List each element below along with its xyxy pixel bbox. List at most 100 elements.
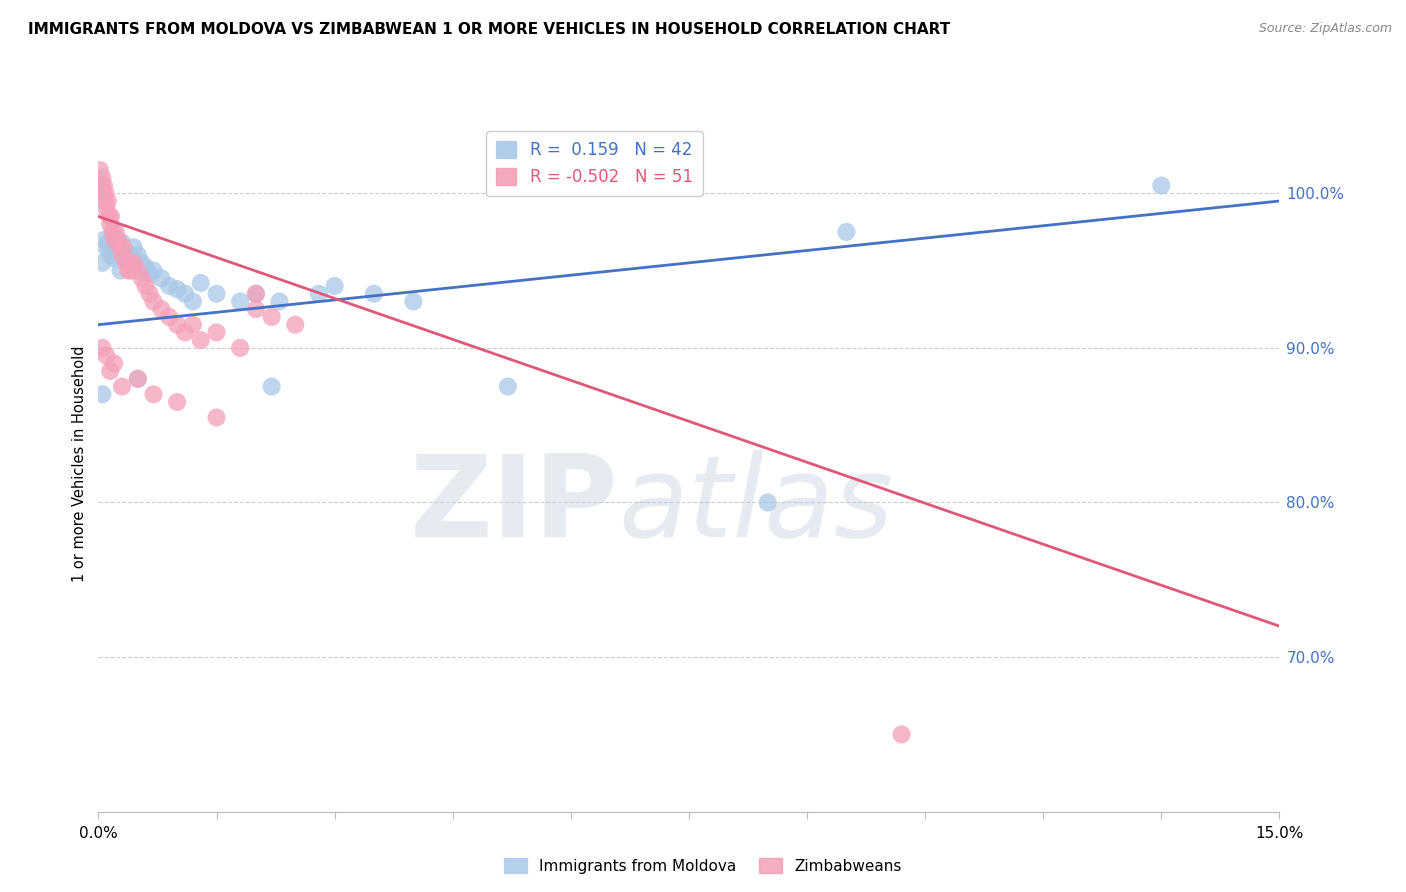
Point: [115, 245, 138, 260]
Point: [142, 387, 165, 401]
Point: [96, 202, 118, 216]
Point: [1150, 178, 1173, 193]
Point: [174, 286, 197, 301]
Point: [135, 260, 157, 275]
Point: [135, 279, 157, 293]
Point: [308, 286, 330, 301]
Point: [98, 217, 121, 231]
Point: [245, 286, 267, 301]
Point: [110, 263, 132, 277]
Point: [496, 379, 519, 393]
Point: [260, 379, 283, 393]
Point: [112, 240, 135, 254]
Point: [118, 256, 141, 270]
Text: atlas: atlas: [619, 450, 893, 561]
Point: [245, 302, 267, 317]
Point: [111, 379, 134, 393]
Point: [111, 248, 134, 262]
Point: [110, 240, 132, 254]
Point: [138, 267, 160, 281]
Point: [229, 294, 252, 309]
Point: [91, 341, 114, 355]
Point: [115, 256, 138, 270]
Point: [90, 178, 112, 193]
Point: [402, 294, 425, 309]
Point: [127, 263, 149, 277]
Point: [269, 294, 291, 309]
Point: [166, 395, 188, 409]
Point: [127, 372, 149, 386]
Point: [97, 194, 120, 208]
Point: [93, 194, 115, 208]
Point: [91, 170, 114, 185]
Point: [174, 326, 197, 340]
Point: [96, 240, 118, 254]
Point: [138, 286, 160, 301]
Point: [118, 248, 141, 262]
Point: [104, 225, 127, 239]
Point: [181, 294, 204, 309]
Point: [107, 240, 129, 254]
Point: [142, 263, 165, 277]
Point: [117, 256, 139, 270]
Point: [323, 279, 346, 293]
Point: [157, 279, 180, 293]
Text: ZIP: ZIP: [409, 450, 619, 561]
Point: [150, 271, 173, 285]
Point: [245, 286, 267, 301]
Point: [127, 248, 149, 262]
Point: [190, 333, 212, 347]
Point: [131, 256, 153, 270]
Point: [91, 256, 114, 270]
Text: IMMIGRANTS FROM MOLDOVA VS ZIMBABWEAN 1 OR MORE VEHICLES IN HOUSEHOLD CORRELATIO: IMMIGRANTS FROM MOLDOVA VS ZIMBABWEAN 1 …: [28, 22, 950, 37]
Legend: R =  0.159   N = 42, R = -0.502   N = 51: R = 0.159 N = 42, R = -0.502 N = 51: [486, 131, 703, 196]
Point: [98, 210, 121, 224]
Point: [91, 387, 114, 401]
Point: [111, 235, 134, 250]
Point: [205, 326, 228, 340]
Point: [166, 282, 188, 296]
Point: [835, 225, 858, 239]
Point: [166, 318, 188, 332]
Point: [363, 286, 385, 301]
Point: [103, 233, 125, 247]
Point: [121, 263, 143, 277]
Point: [98, 364, 121, 378]
Point: [122, 240, 145, 254]
Point: [181, 318, 204, 332]
Point: [117, 263, 139, 277]
Point: [122, 256, 145, 270]
Point: [93, 178, 115, 193]
Point: [104, 245, 127, 260]
Point: [890, 727, 912, 741]
Point: [97, 235, 120, 250]
Point: [190, 276, 212, 290]
Point: [91, 186, 114, 201]
Point: [229, 341, 252, 355]
Point: [756, 495, 779, 509]
Point: [142, 294, 165, 309]
Point: [157, 310, 180, 324]
Point: [89, 163, 111, 178]
Point: [127, 372, 149, 386]
Point: [93, 233, 115, 247]
Point: [205, 286, 228, 301]
Point: [101, 225, 124, 239]
Point: [98, 248, 121, 262]
Point: [107, 233, 129, 247]
Point: [94, 186, 117, 201]
Text: Source: ZipAtlas.com: Source: ZipAtlas.com: [1258, 22, 1392, 36]
Point: [205, 410, 228, 425]
Point: [103, 356, 125, 370]
Point: [260, 310, 283, 324]
Y-axis label: 1 or more Vehicles in Household: 1 or more Vehicles in Household: [72, 345, 87, 582]
Point: [150, 302, 173, 317]
Point: [121, 251, 143, 265]
Legend: Immigrants from Moldova, Zimbabweans: Immigrants from Moldova, Zimbabweans: [498, 852, 908, 880]
Point: [101, 229, 124, 244]
Point: [131, 271, 153, 285]
Point: [100, 210, 122, 224]
Point: [103, 251, 125, 265]
Point: [96, 349, 118, 363]
Point: [284, 318, 307, 332]
